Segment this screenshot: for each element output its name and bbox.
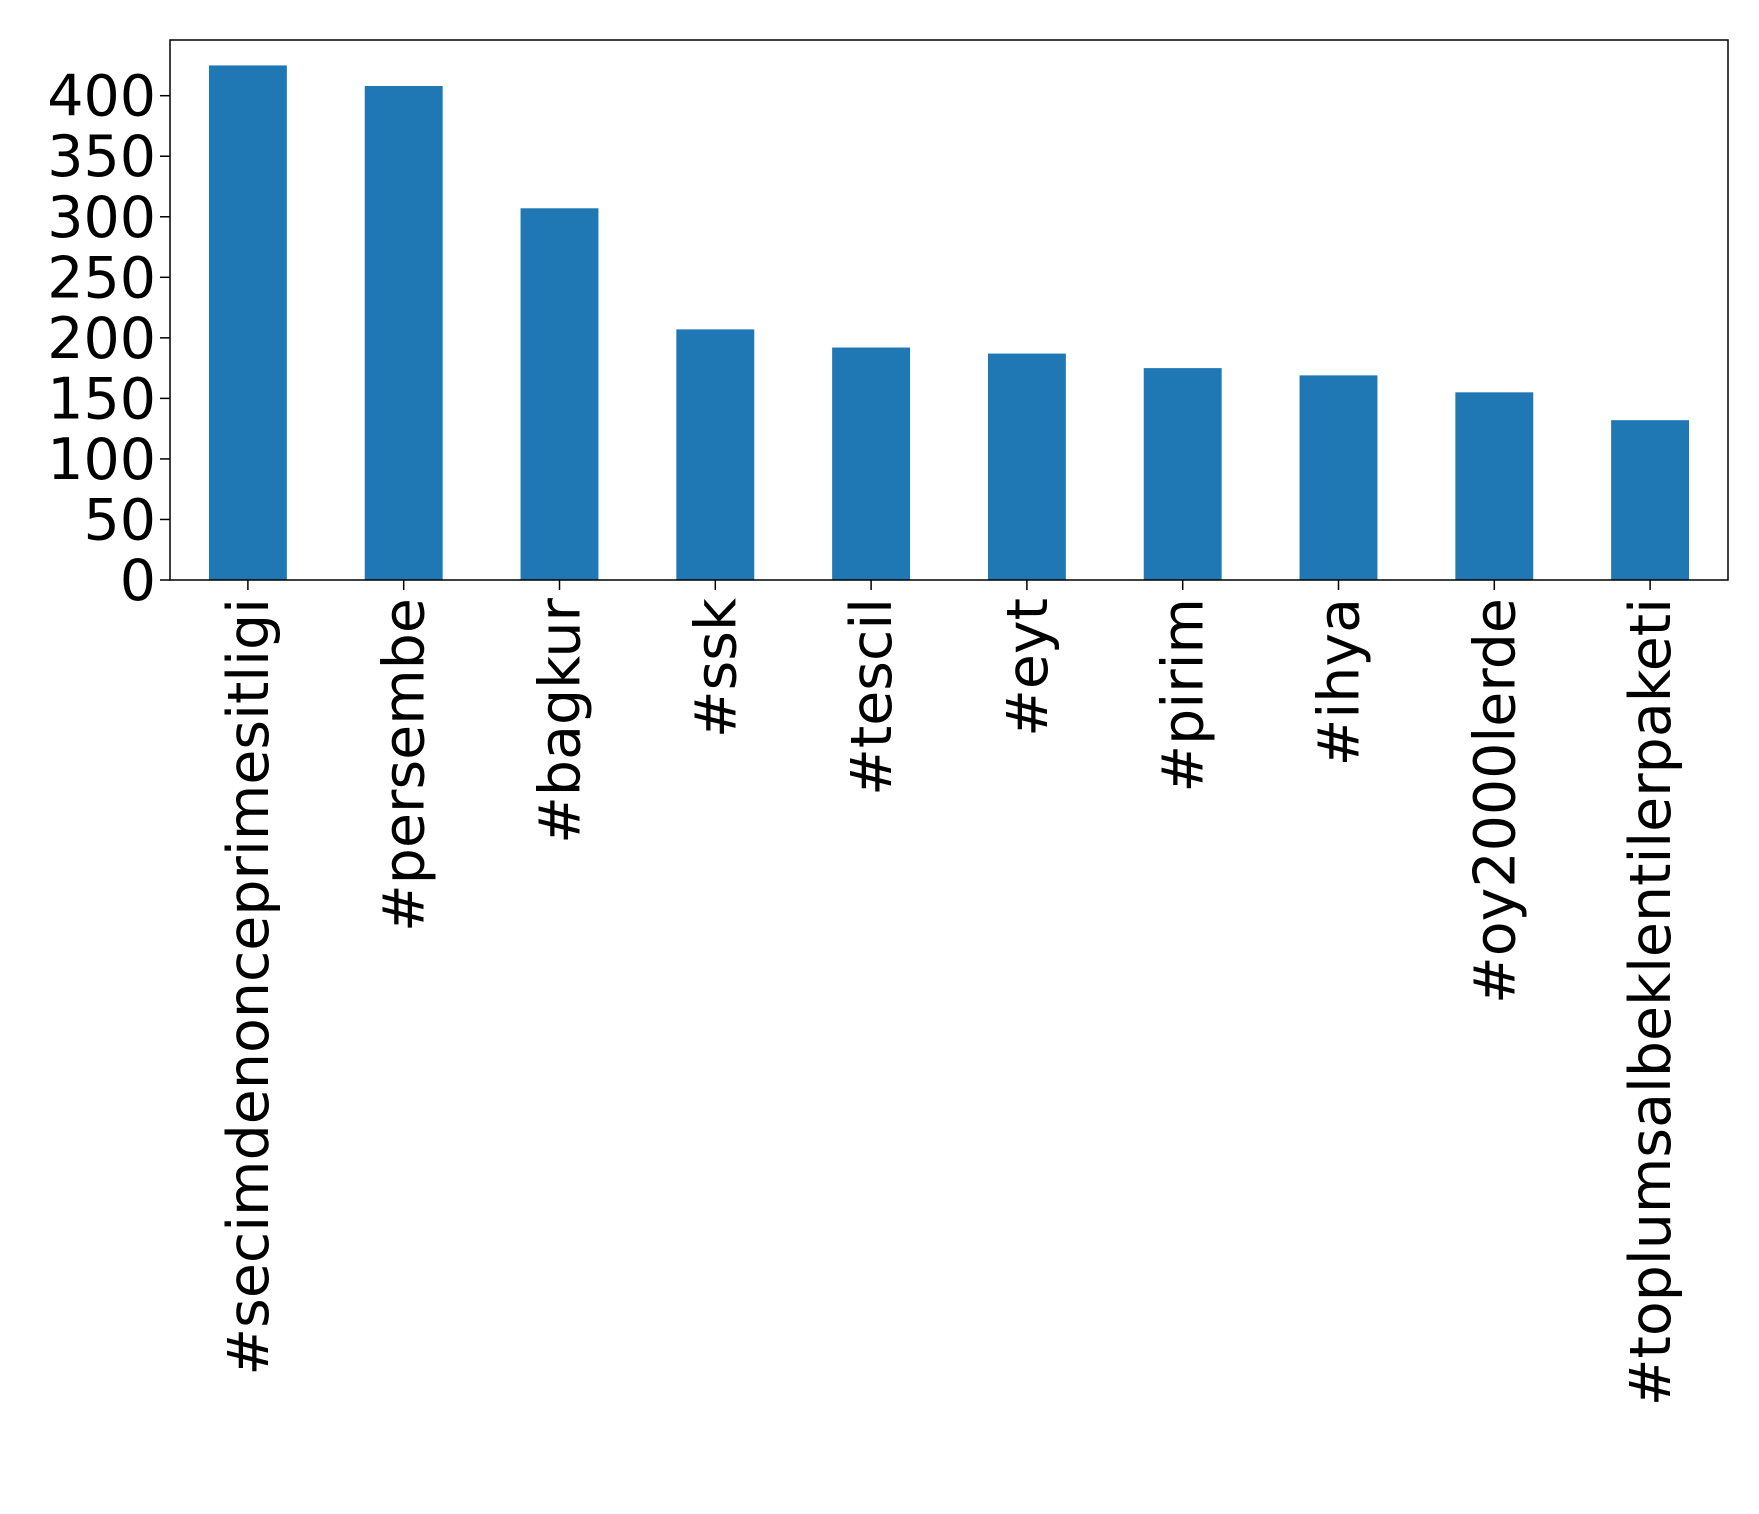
x-tick-label: #bagkur [528,597,594,843]
bar [676,329,755,580]
x-tick-label: #oy2000lerde [1462,598,1528,1004]
y-tick-label: 400 [47,64,156,130]
y-tick-label: 50 [83,487,156,553]
x-tick-label: #toplumsalbeklentilerpaketi [1618,598,1684,1406]
x-tick-label: #pirim [1151,598,1217,793]
x-tick-label: #tescil [839,598,905,796]
bar [987,353,1066,580]
y-tick-label: 350 [47,124,156,190]
y-tick-label: 250 [47,245,156,311]
x-tick-label: #ihya [1307,598,1373,766]
x-tick-label: #ssk [683,598,749,738]
y-tick-label: 150 [47,366,156,432]
bar [832,347,911,580]
y-tick-label: 200 [47,306,156,372]
bar [208,65,287,580]
bar [1611,420,1690,580]
bar [520,208,599,580]
x-tick-label: #secimdenonceprimesitligi [216,598,282,1376]
y-tick-label: 0 [120,548,156,614]
bar [1143,368,1222,580]
x-tick-label: #persembe [372,598,438,932]
x-tick-label: #eyt [995,598,1061,737]
y-tick-label: 300 [47,185,156,251]
y-tick-label: 100 [47,427,156,493]
bar [1299,375,1378,580]
plot-frame [169,39,1729,581]
bar [364,86,443,580]
bar [1455,392,1534,580]
